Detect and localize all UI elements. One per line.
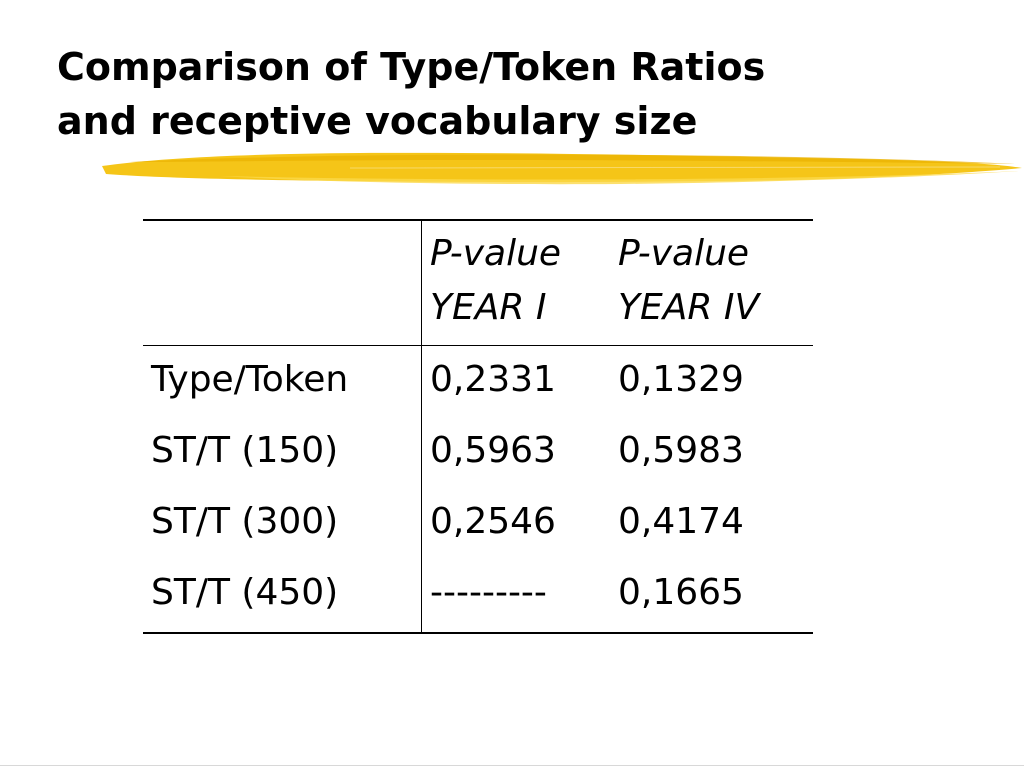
yellow-brush-stroke-decoration (102, 152, 1022, 185)
year-1-value: 0,5963 (421, 419, 610, 490)
row-label: ST/T (300) (151, 501, 339, 542)
row-label: ST/T (450) (143, 561, 422, 634)
table-row: ST/T (300) 0,2546 0,4174 (143, 490, 813, 561)
header-year-1-line-1: P-value (430, 233, 562, 274)
year-4-value: 0,5983 (618, 430, 744, 471)
header-year-4: P-value YEAR IV (610, 219, 813, 346)
year-4-value: 0,1329 (618, 359, 744, 400)
year-4-value: 0,4174 (618, 501, 744, 542)
year-1-value: --------- (421, 561, 610, 634)
table-row: Type/Token 0,2331 0,1329 (143, 345, 813, 419)
header-empty-cell (143, 219, 422, 346)
year-1-value: 0,2331 (421, 345, 610, 419)
header-year-4-line-2: YEAR IV (618, 287, 760, 328)
row-label: ST/T (150) (151, 430, 339, 471)
year-4-value: 0,1665 (610, 561, 813, 634)
header-year-1-line-2: YEAR I (430, 287, 547, 328)
header-year-4-line-1: P-value (618, 233, 750, 274)
slide-title-line-2: and receptive vocabulary size (57, 99, 698, 143)
pvalue-table: P-value YEAR I P-value YEAR IV Type/Toke… (143, 219, 813, 634)
year-1-value: 0,2546 (421, 490, 610, 561)
table-row: ST/T (450) --------- 0,1665 (143, 561, 813, 634)
table-row: ST/T (150) 0,5963 0,5983 (143, 419, 813, 490)
slide-title: Comparison of Type/Token Ratios and rece… (57, 40, 957, 148)
table-header-row: P-value YEAR I P-value YEAR IV (143, 219, 813, 346)
slide-title-line-1: Comparison of Type/Token Ratios (57, 45, 766, 89)
footer-divider (0, 765, 1024, 766)
header-year-1: P-value YEAR I (421, 219, 610, 346)
row-label: Type/Token (151, 359, 349, 400)
